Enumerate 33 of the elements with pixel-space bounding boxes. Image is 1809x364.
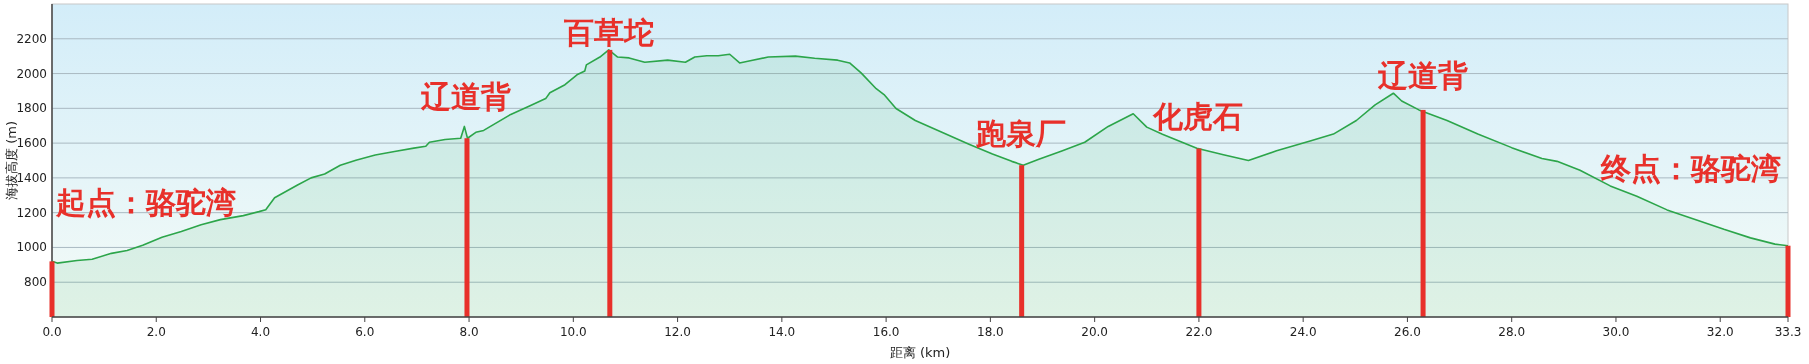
y-tick-label: 2000: [16, 66, 47, 81]
x-tick-label: 24.0: [1289, 325, 1317, 339]
x-tick-label: 32.0: [1706, 325, 1734, 339]
annotation: 终点：骆驼湾: [1600, 150, 1781, 186]
annotation: 跑泉厂: [975, 115, 1067, 151]
annotation: 百草坨: [563, 14, 655, 50]
y-tick-label: 1800: [16, 101, 47, 116]
x-tick-label: 22.0: [1185, 325, 1213, 339]
x-tick-label: 2.0: [146, 325, 166, 339]
annotation: 化虎石: [1152, 99, 1244, 135]
x-tick-label: 33.3: [1774, 325, 1802, 339]
annotation: 起点：骆驼湾: [55, 184, 236, 220]
x-tick-label: 30.0: [1602, 325, 1630, 339]
y-tick-label: 1000: [16, 240, 47, 255]
x-tick-label: 0.0: [42, 325, 62, 339]
annotation: 辽道背: [420, 79, 512, 115]
x-tick-label: 4.0: [250, 325, 271, 339]
x-axis-title: 距离 (km): [889, 345, 951, 360]
annotation: 辽道背: [1376, 58, 1468, 94]
x-tick-label: 14.0: [768, 325, 796, 339]
x-tick-label: 28.0: [1498, 325, 1526, 339]
x-tick-label: 18.0: [977, 325, 1004, 339]
x-tick-label: 8.0: [459, 325, 479, 339]
x-tick-label: 12.0: [664, 325, 691, 339]
y-axis-title: 海拔高度 (m): [4, 121, 19, 200]
x-tick-label: 6.0: [355, 325, 375, 339]
y-tick-label: 1200: [16, 205, 47, 220]
x-tick-label: 26.0: [1394, 325, 1421, 339]
x-tick-label: 20.0: [1081, 325, 1108, 339]
y-tick-label: 800: [24, 275, 47, 290]
x-tick-label: 16.0: [872, 325, 900, 339]
x-tick-label: 10.0: [559, 325, 587, 339]
y-tick-label: 2200: [16, 31, 47, 46]
